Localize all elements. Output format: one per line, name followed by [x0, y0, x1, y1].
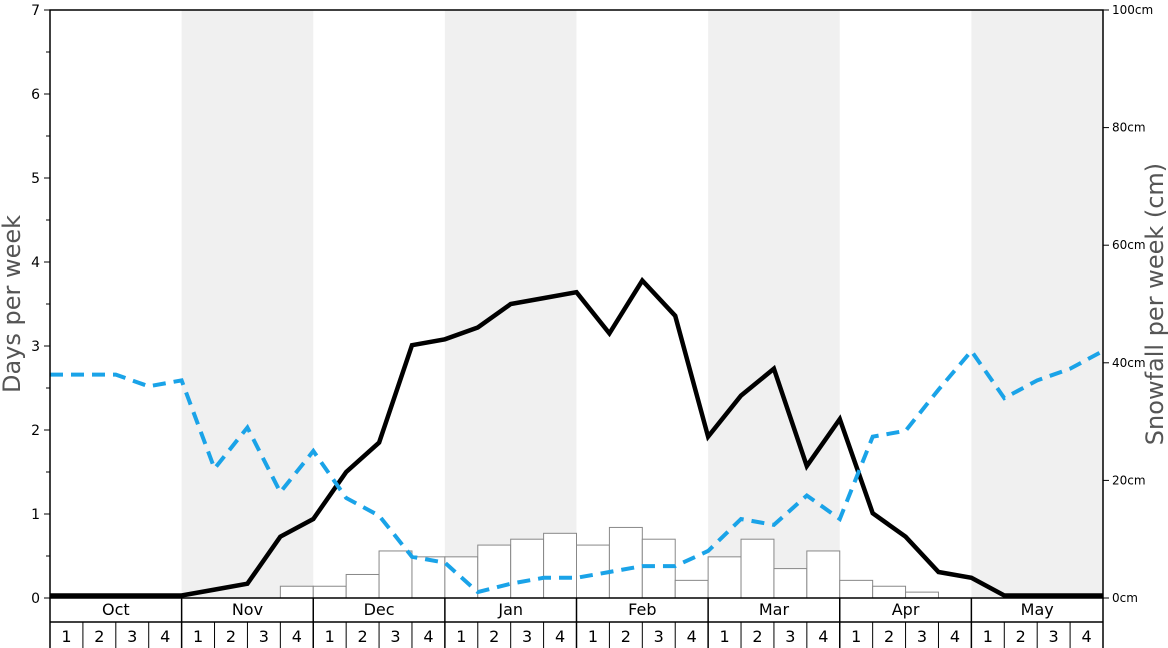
snowfall-bar: [411, 556, 446, 599]
month-label: Apr: [892, 600, 920, 619]
left-axis-title: Days per week: [0, 215, 26, 393]
week-label: 3: [522, 627, 532, 646]
snowfall-bar: [279, 585, 314, 599]
left-tick-label: 3: [31, 339, 40, 355]
snowfall-bar: [905, 591, 939, 599]
week-label: 3: [127, 627, 137, 646]
month-label: Feb: [628, 600, 656, 619]
left-tick-label: 4: [31, 255, 40, 271]
week-label: 4: [950, 627, 960, 646]
month-label: Jan: [497, 600, 523, 619]
week-label: 3: [259, 627, 269, 646]
left-tick-label: 1: [31, 507, 40, 523]
week-label: 1: [719, 627, 729, 646]
week-label: 2: [358, 627, 368, 646]
week-label: 1: [588, 627, 598, 646]
right-axis-title: Snowfall per week (cm): [1141, 163, 1168, 445]
snowfall-bar: [740, 538, 775, 599]
week-label: 2: [884, 627, 894, 646]
snowfall-bar: [707, 556, 742, 599]
snowfall-bar: [641, 538, 676, 599]
series-lines: [50, 276, 1104, 598]
snowfall-bar: [674, 579, 709, 599]
left-tick-label: 2: [31, 423, 40, 439]
right-axis: 0cm 20cm 40cm 60cm 80cm 100cm: [1103, 3, 1153, 605]
snowfall-bar: [773, 568, 808, 599]
month-week-axis: Oct 1 2 3 4 Nov 1 2 3 4 Dec 1 2 3 4 Jan 1 2 3 4 Feb 1 2 3 4 Mar 1 2…: [49, 598, 1104, 648]
right-tick-label: 60cm: [1112, 238, 1146, 252]
month-label: Nov: [232, 600, 263, 619]
right-tick-label: 20cm: [1112, 473, 1146, 487]
week-label: 2: [226, 627, 236, 646]
right-tick-label: 100cm: [1112, 3, 1153, 17]
week-label: 1: [983, 627, 993, 646]
week-label: 3: [1049, 627, 1059, 646]
week-label: 3: [917, 627, 927, 646]
week-label: 1: [325, 627, 335, 646]
solid-black-line: [50, 276, 1103, 598]
snowfall-bar: [510, 538, 545, 599]
right-tick-label: 40cm: [1112, 356, 1146, 370]
week-label: 4: [555, 627, 565, 646]
week-label: 3: [390, 627, 400, 646]
snowfall-bar: [312, 585, 347, 599]
week-label: 2: [621, 627, 631, 646]
week-label: 4: [687, 627, 697, 646]
month-label: Dec: [364, 600, 395, 619]
week-label: 2: [752, 627, 762, 646]
snowfall-bar: [543, 532, 577, 599]
week-label: 3: [654, 627, 664, 646]
snowfall-bar: [608, 526, 643, 599]
left-tick-label: 5: [31, 171, 40, 187]
week-label: 4: [292, 627, 302, 646]
month-label: Oct: [102, 600, 130, 619]
week-label: 4: [423, 627, 433, 646]
snowfall-bar: [839, 579, 874, 599]
week-label: 4: [818, 627, 828, 646]
snowfall-bar: [872, 585, 907, 599]
week-label: 1: [61, 627, 71, 646]
snowfall-bar: [806, 550, 841, 599]
month-band: [181, 10, 314, 598]
week-label: 2: [94, 627, 104, 646]
week-label: 4: [160, 627, 170, 646]
left-tick-label: 7: [31, 3, 40, 19]
left-tick-label: 6: [31, 87, 40, 103]
week-label: 1: [193, 627, 203, 646]
month-label: May: [1021, 600, 1054, 619]
snowfall-bar: [378, 550, 413, 599]
week-label: 1: [851, 627, 861, 646]
left-tick-label: 0: [31, 591, 40, 607]
snowfall-bar: [345, 573, 380, 599]
week-label: 2: [489, 627, 499, 646]
left-axis: 0 1 2 3 4 5 6 7: [31, 3, 50, 607]
week-label: 1: [456, 627, 466, 646]
month-band: [971, 10, 1103, 598]
month-band: [708, 10, 840, 598]
week-label: 4: [1081, 627, 1091, 646]
right-tick-label: 80cm: [1112, 121, 1146, 135]
right-tick-label: 0cm: [1112, 591, 1138, 605]
dashed-blue-line: [50, 347, 1104, 595]
week-label: 3: [785, 627, 795, 646]
week-label: 2: [1016, 627, 1026, 646]
month-label: Mar: [759, 600, 790, 619]
